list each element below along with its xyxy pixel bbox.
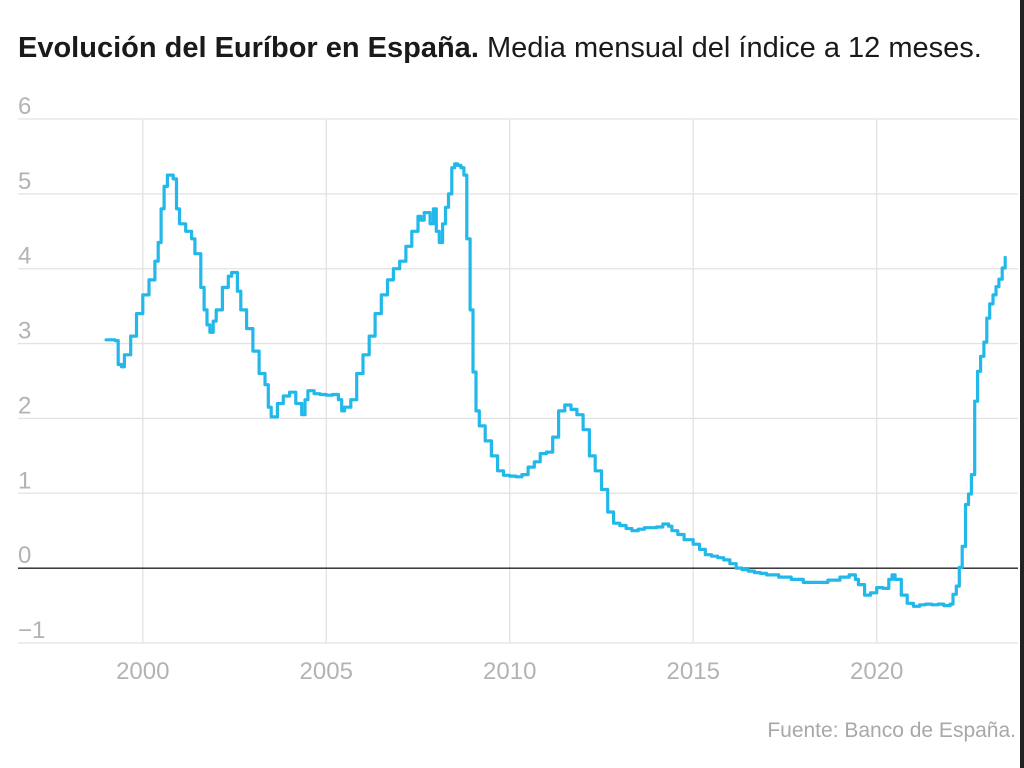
x-tick-label: 2000 xyxy=(116,658,169,685)
x-axis-tick-labels: 2000 2005 2010 2015 2020 xyxy=(116,658,903,685)
x-tick-label: 2015 xyxy=(667,658,720,685)
y-tick-label: 4 xyxy=(18,243,31,270)
y-tick-label: −1 xyxy=(18,617,45,644)
y-tick-label: 0 xyxy=(18,542,31,569)
chart-title-bold: Evolución del Euríbor en España. xyxy=(18,32,479,64)
x-tick-label: 2010 xyxy=(483,658,536,685)
series-layer xyxy=(104,162,1007,608)
y-axis-tick-labels: 6 5 4 3 2 1 0 −1 xyxy=(18,93,45,644)
y-tick-label: 1 xyxy=(18,467,31,494)
y-tick-label: 6 xyxy=(18,93,31,120)
source-note: Fuente: Banco de España. xyxy=(767,719,1016,742)
chart-subtitle: Media mensual del índice a 12 meses. xyxy=(486,32,982,64)
right-edge-bar xyxy=(1020,0,1024,768)
series-line xyxy=(104,162,1007,608)
x-tick-label: 2005 xyxy=(300,658,353,685)
grid-lines xyxy=(18,118,1018,644)
y-tick-label: 3 xyxy=(18,318,31,345)
y-tick-label: 2 xyxy=(18,392,31,419)
x-tick-label: 2020 xyxy=(850,658,903,685)
chart-title: Evolución del Euríbor en España. Media m… xyxy=(18,28,982,68)
y-tick-label: 5 xyxy=(18,168,31,195)
